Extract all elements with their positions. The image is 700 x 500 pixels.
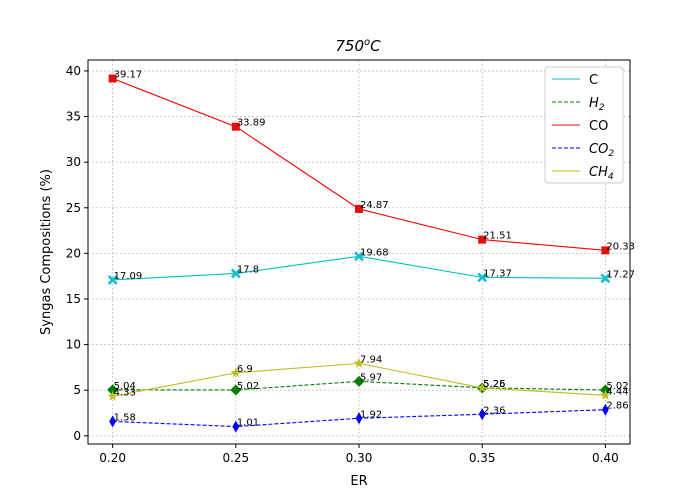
data-point-co2 <box>355 412 363 425</box>
data-labels: 17.09 17.8 19.68 17.37 17.27 5.04 5.02 5.97 5.26… <box>114 70 635 429</box>
data-label-ch4: 5.25 <box>483 379 505 390</box>
x-axis-ticks: 0.20 0.25 0.30 0.35 0.40 <box>99 444 619 465</box>
data-label-c: 17.37 <box>483 268 512 279</box>
chart-title: 750oC <box>335 37 381 55</box>
data-label-c: 17.09 <box>114 271 143 282</box>
data-point-c <box>107 274 118 285</box>
series-co2 <box>109 403 609 433</box>
data-point-h2 <box>353 375 365 387</box>
data-label-co2: 1.01 <box>237 418 259 429</box>
y-tick-label: 0 <box>73 429 81 443</box>
data-point-c <box>230 268 241 279</box>
data-point-h2 <box>107 384 119 396</box>
data-point-ch4 <box>230 367 242 378</box>
data-point-co2 <box>601 403 609 416</box>
data-point-ch4 <box>476 382 488 393</box>
y-axis-ticks: 0 5 10 15 20 25 30 35 40 <box>66 64 88 443</box>
data-point-co <box>601 246 610 255</box>
y-axis-title: Syngas Compositions (%) <box>39 169 54 335</box>
x-tick-label: 0.35 <box>469 451 496 465</box>
data-label-h2: 5.02 <box>606 381 628 392</box>
series-ch4 <box>107 357 611 401</box>
legend-entry-co2: CO2 <box>552 142 614 159</box>
data-point-ch4 <box>107 390 118 401</box>
legend-label-co: CO <box>589 119 608 134</box>
data-label-ch4: 4.44 <box>606 386 628 397</box>
y-tick-label: 20 <box>66 246 81 260</box>
data-point-co <box>231 122 240 131</box>
x-tick-label: 0.25 <box>222 451 249 465</box>
x-axis-title: ER <box>350 474 367 489</box>
y-tick-label: 30 <box>66 155 81 169</box>
data-label-co: 33.89 <box>237 118 266 129</box>
data-label-h2: 5.02 <box>237 381 259 392</box>
legend-entry-ch4: CH4 <box>552 165 614 182</box>
data-label-ch4: 7.94 <box>360 354 382 365</box>
data-label-co: 24.87 <box>360 200 389 211</box>
legend-label-h2: H2 <box>589 96 605 113</box>
data-point-co <box>478 235 487 244</box>
data-label-h2: 5.26 <box>483 379 505 390</box>
y-tick-label: 35 <box>66 110 81 124</box>
chart-title-main: 750 <box>335 37 364 55</box>
data-point-ch4 <box>353 357 365 368</box>
data-label-c: 17.27 <box>606 269 635 280</box>
data-point-co2 <box>478 408 486 421</box>
legend-label-ch4: CH4 <box>589 165 614 182</box>
legend-entry-c: C <box>552 73 598 88</box>
x-tick-label: 0.40 <box>592 451 619 465</box>
data-point-h2 <box>230 384 242 396</box>
legend-label-co2: CO2 <box>589 142 614 159</box>
data-point-c <box>477 272 488 283</box>
data-point-c <box>600 273 611 284</box>
data-label-ch4: 6.9 <box>237 364 253 375</box>
y-tick-label: 5 <box>73 383 81 397</box>
data-label-co2: 2.86 <box>606 401 628 412</box>
series-c <box>107 251 611 285</box>
chart-title-tail: C <box>370 37 381 55</box>
x-tick-label: 0.20 <box>99 451 126 465</box>
legend: C H2 CO CO2 CH4 <box>544 66 624 184</box>
y-tick-label: 25 <box>66 201 81 215</box>
legend-entry-h2: H2 <box>552 96 605 113</box>
data-label-co2: 1.58 <box>114 412 136 423</box>
data-point-ch4 <box>600 389 611 400</box>
data-label-c: 17.8 <box>237 264 259 275</box>
x-tick-label: 0.30 <box>346 451 373 465</box>
data-label-co2: 1.92 <box>360 409 382 420</box>
legend-entry-co: CO <box>552 119 608 134</box>
data-point-co <box>355 204 363 213</box>
data-label-co: 20.33 <box>606 241 635 252</box>
chart-title-superscript: o <box>364 37 370 48</box>
data-point-co <box>108 74 117 83</box>
y-tick-label: 15 <box>66 292 81 306</box>
data-point-co2 <box>232 420 240 433</box>
data-label-h2: 5.04 <box>114 381 136 392</box>
y-tick-label: 10 <box>66 338 81 352</box>
data-label-co: 21.51 <box>483 231 512 242</box>
data-label-h2: 5.97 <box>360 372 382 383</box>
y-tick-label: 40 <box>66 64 81 78</box>
data-point-co2 <box>109 415 117 428</box>
legend-label-c: C <box>589 73 598 88</box>
legend-box <box>544 66 624 184</box>
data-point-c <box>354 251 364 262</box>
series-layer <box>107 74 611 433</box>
series-h2 <box>107 375 611 396</box>
series-co <box>108 74 610 255</box>
legend-entries: C H2 CO CO2 CH4 <box>552 73 614 182</box>
data-label-co2: 2.36 <box>483 405 505 416</box>
data-label-co: 39.17 <box>114 70 143 81</box>
data-label-ch4: 4.33 <box>114 387 136 398</box>
data-label-c: 19.68 <box>360 247 389 258</box>
